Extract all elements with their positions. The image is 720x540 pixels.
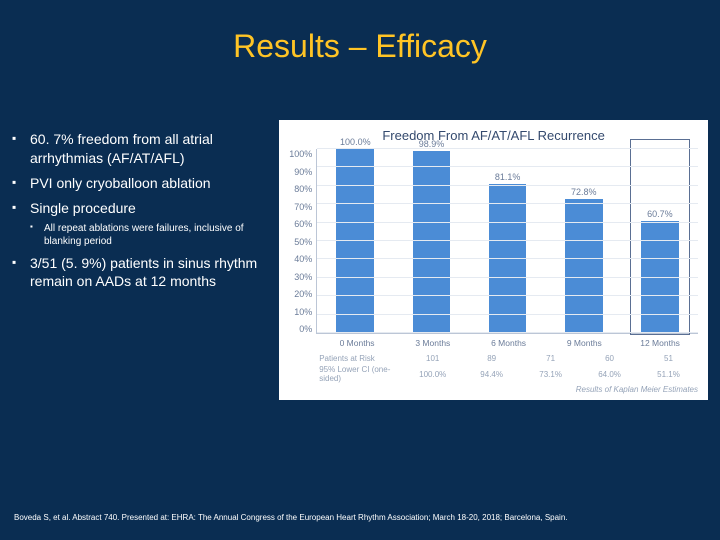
- y-tick: 10%: [294, 307, 312, 317]
- patients-values: 101 89 71 60 51: [403, 354, 698, 363]
- grid-line: [317, 258, 698, 259]
- bar-value-label: 72.8%: [571, 187, 597, 197]
- bullet-3-text: Single procedure: [30, 200, 136, 216]
- data-table: Patients at Risk 101 89 71 60 51 95% Lower C…: [319, 354, 698, 383]
- grid-line: [317, 185, 698, 186]
- bar-wrap: 60.7%: [626, 149, 695, 333]
- y-tick: 30%: [294, 272, 312, 282]
- lower-ci-cell: 73.1%: [524, 370, 577, 379]
- y-tick: 20%: [294, 289, 312, 299]
- bar-value-label: 100.0%: [340, 137, 371, 147]
- lower-ci-row: 95% Lower CI (one-sided) 100.0% 94.4% 73.1…: [319, 365, 698, 383]
- y-tick: 0%: [299, 324, 312, 334]
- grid-line: [317, 277, 698, 278]
- y-axis: 100% 90% 80% 70% 60% 50% 40% 30% 20% 10% 0%: [289, 149, 316, 334]
- bar: [336, 149, 374, 333]
- lower-ci-cell: 51.1%: [642, 370, 695, 379]
- bullet-4: 3/51 (5. 9%) patients in sinus rhythm re…: [12, 254, 271, 292]
- bar: [413, 151, 451, 333]
- patients-cell: 71: [524, 354, 577, 363]
- bar-wrap: 81.1%: [473, 149, 542, 333]
- x-tick-label: 3 Months: [399, 338, 467, 348]
- patients-cell: 101: [406, 354, 459, 363]
- y-tick: 80%: [294, 184, 312, 194]
- bullet-3: Single procedure All repeat ablations we…: [12, 199, 271, 248]
- grid-line: [317, 332, 698, 333]
- patients-cell: 89: [465, 354, 518, 363]
- y-tick: 50%: [294, 237, 312, 247]
- x-tick-label: 12 Months: [626, 338, 694, 348]
- grid-line: [317, 240, 698, 241]
- grid-line: [317, 203, 698, 204]
- bar-value-label: 81.1%: [495, 172, 521, 182]
- y-tick: 60%: [294, 219, 312, 229]
- bar-wrap: 98.9%: [397, 149, 466, 333]
- patients-row: Patients at Risk 101 89 71 60 51: [319, 354, 698, 363]
- km-caption: Results of Kaplan Meier Estimates: [289, 385, 698, 394]
- bullet-2: PVI only cryoballoon ablation: [12, 174, 271, 193]
- patients-cell: 60: [583, 354, 636, 363]
- bullet-panel: 60. 7% freedom from all atrial arrhythmi…: [12, 120, 279, 400]
- lower-ci-cell: 94.4%: [465, 370, 518, 379]
- x-tick-label: 9 Months: [550, 338, 618, 348]
- lower-ci-cell: 100.0%: [406, 370, 459, 379]
- content-row: 60. 7% freedom from all atrial arrhythmi…: [0, 120, 720, 400]
- lower-ci-label: 95% Lower CI (one-sided): [319, 365, 403, 383]
- plot-area: 100.0%98.9% 81.1% 72.8% 60.7%: [316, 149, 698, 334]
- bar-value-label: 60.7%: [647, 209, 673, 219]
- grid-line: [317, 222, 698, 223]
- lower-ci-values: 100.0% 94.4% 73.1% 64.0% 51.1%: [403, 370, 698, 379]
- patients-cell: 51: [642, 354, 695, 363]
- bullet-1: 60. 7% freedom from all atrial arrhythmi…: [12, 130, 271, 168]
- grid-line: [317, 166, 698, 167]
- y-tick: 90%: [294, 167, 312, 177]
- y-tick: 100%: [289, 149, 312, 159]
- x-axis-labels: 0 Months 3 Months 6 Months 9 Months 12 Month…: [319, 338, 698, 348]
- grid-line: [317, 148, 698, 149]
- citation-text: Boveda S, et al. Abstract 740. Presented…: [14, 513, 706, 522]
- x-tick-label: 6 Months: [475, 338, 543, 348]
- grid-line: [317, 314, 698, 315]
- bar-wrap: 72.8%: [549, 149, 618, 333]
- slide-title: Results – Efficacy: [0, 0, 720, 65]
- x-tick-label: 0 Months: [323, 338, 391, 348]
- lower-ci-cell: 64.0%: [583, 370, 636, 379]
- chart-panel: Freedom From AF/AT/AFL Recurrence 100%90…: [279, 120, 708, 400]
- y-tick: 70%: [294, 202, 312, 212]
- bars-container: 100.0%98.9% 81.1% 72.8% 60.7%: [317, 149, 698, 333]
- grid-line: [317, 295, 698, 296]
- patients-label: Patients at Risk: [319, 354, 403, 363]
- y-tick: 40%: [294, 254, 312, 264]
- bar-wrap: 100.0%: [321, 149, 390, 333]
- chart-area: 100% 90% 80% 70% 60% 50% 40% 30% 20% 10% 0% 100.0%…: [289, 149, 698, 334]
- bullet-3-sub: All repeat ablations were failures, incl…: [30, 222, 271, 248]
